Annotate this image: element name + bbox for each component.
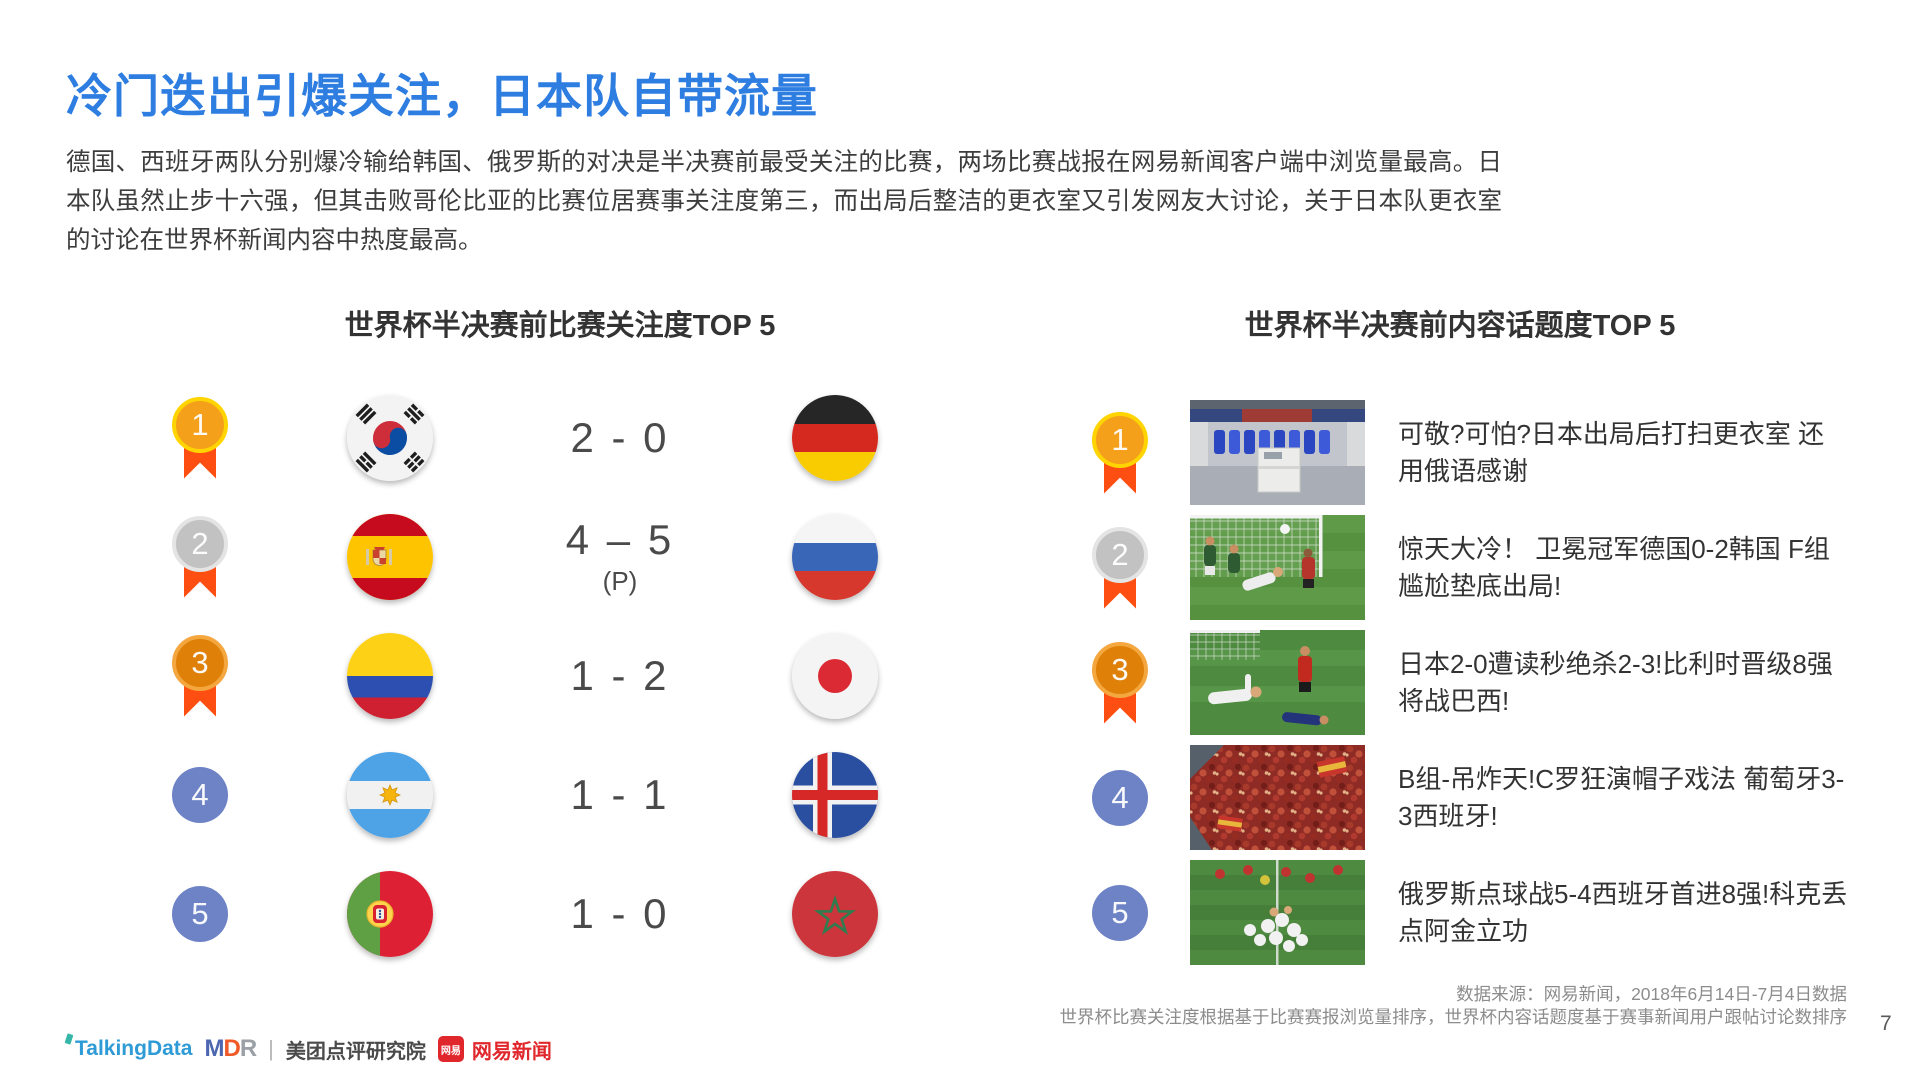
- netease-news-logo-text: 网易新闻: [471, 1040, 552, 1063]
- data-source-line1: 数据来源：网易新闻，2018年6月14日-7月4日数据: [1456, 984, 1847, 1004]
- match-row: 2 4 – 5 (P): [130, 497, 940, 616]
- netease-app-icon: 网易: [437, 1036, 464, 1062]
- penalty-note: (P): [602, 566, 638, 596]
- news-headline: 俄罗斯点球战5-4西班牙首进8强!科克丢点阿金立功: [1398, 878, 1848, 946]
- match-ranking-list: 1: [130, 378, 940, 973]
- japan-flag-icon: [792, 632, 878, 719]
- match-score: 2 - 0: [570, 413, 670, 461]
- news-headline: 惊天大冷！ 卫冕冠军德国0-2韩国 F组尴尬垫底出局!: [1398, 533, 1830, 601]
- rank-number: 5: [1092, 884, 1148, 941]
- rank-number: 4: [1092, 769, 1148, 826]
- data-source-line2: 世界杯比赛关注度根据基于比赛赛报浏览量排序，世界杯内容话题度基于赛事新闻用户跟帖…: [1059, 1007, 1848, 1027]
- rank-1-medal: 1: [1092, 410, 1148, 496]
- page-number: 7: [1880, 1012, 1892, 1035]
- rank-4-medal: 4: [172, 766, 228, 823]
- argentina-flag-icon: [347, 751, 433, 838]
- score-cell: 1 - 0: [570, 890, 669, 938]
- topic-row: 5 俄罗斯点球战5-4西班牙首进8强!科克丢点阿金立功: [1050, 855, 1862, 970]
- talkingdata-mark-icon: [64, 1033, 74, 1045]
- data-source-note: 数据来源：网易新闻，2018年6月14日-7月4日数据 世界杯比赛关注度根据基于…: [547, 983, 1848, 1029]
- colombia-flag-icon: [347, 632, 433, 719]
- rank-number: 2: [172, 515, 228, 572]
- news-headline: B组-吊炸天!C罗狂演帽子戏法 葡萄牙3-3西班牙!: [1398, 763, 1845, 831]
- topic-row: 3 日本2-0遭读秒绝杀2-3!比利时晋级8强将战巴西!: [1050, 625, 1862, 740]
- topic-row: 4 B组-吊炸天!C罗狂演帽子戏法 葡萄牙3-3西班牙!: [1050, 740, 1862, 855]
- mdr-letter-m: M: [204, 1035, 224, 1062]
- news-headline: 日本2-0遭读秒绝杀2-3!比利时晋级8强将战巴西!: [1398, 648, 1833, 716]
- match-score: 1 - 0: [570, 889, 670, 937]
- rank-2-medal: 2: [1092, 525, 1148, 611]
- locker-room-photo: [1190, 400, 1365, 505]
- iceland-flag-icon: [792, 751, 878, 838]
- match-score: 4 – 5: [565, 516, 675, 563]
- rank-3-medal: 3: [172, 633, 228, 719]
- mdr-letter-d: D: [223, 1035, 240, 1062]
- topic-row: 2 惊天大冷！ 卫冕冠军德国0-2韩国 F组尴尬垫底出局!: [1050, 510, 1862, 625]
- rank-number: 4: [172, 766, 228, 823]
- mdr-logo: MDR: [204, 1035, 257, 1063]
- meituan-dianping-logo-text: 美团点评研究院: [285, 1040, 426, 1063]
- rank-number: 1: [172, 396, 228, 453]
- germany-flag-icon: [792, 394, 878, 481]
- talkingdata-logo: TalkingData: [64, 1033, 193, 1061]
- team-celebration-photo: [1190, 860, 1365, 965]
- left-section-title: 世界杯半决赛前比赛关注度TOP 5: [344, 310, 776, 342]
- rank-5-medal: 5: [1092, 884, 1148, 941]
- talkingdata-logo-text: TalkingData: [75, 1037, 193, 1060]
- rank-number: 2: [1092, 526, 1148, 583]
- news-headline: 可敬?可怕?日本出局后打扫更衣室 还用俄语感谢: [1398, 418, 1825, 486]
- topic-row: 1 可敬?可怕?日本出局后打扫更衣室 还用俄语感谢: [1050, 395, 1862, 510]
- logo-divider: |: [268, 1036, 274, 1061]
- rank-number: 3: [172, 634, 228, 691]
- match-score: 1 - 1: [570, 770, 670, 818]
- match-row: 1: [130, 378, 940, 497]
- intro-paragraph: 德国、西班牙两队分别爆冷输给韩国、俄罗斯的对决是半决赛前最受关注的比赛，两场比赛…: [66, 149, 1502, 254]
- match-row: 3 1 - 2: [130, 616, 940, 735]
- russia-flag-icon: [792, 513, 878, 600]
- rank-number: 5: [172, 885, 228, 942]
- portugal-flag-icon: [347, 870, 433, 957]
- topic-ranking-list: 1 可敬?可怕?日本出局后打扫更衣室 还用俄语感谢 2: [1050, 395, 1862, 970]
- mdr-letter-r: R: [239, 1035, 257, 1062]
- score-cell: 4 – 5 (P): [566, 516, 674, 597]
- fans-crowd-photo: [1190, 745, 1365, 850]
- rank-number: 1: [1092, 411, 1148, 468]
- rank-5-medal: 5: [172, 885, 228, 942]
- footer-logos: TalkingData MDR | 美团点评研究院 网易 网易新闻: [64, 1032, 552, 1066]
- right-section-title: 世界杯半决赛前内容话题度TOP 5: [1244, 310, 1676, 342]
- players-on-pitch-photo: [1190, 630, 1365, 735]
- goal-scene-photo: [1190, 515, 1365, 620]
- match-row: 5 1 - 0: [130, 854, 940, 973]
- rank-number: 3: [1092, 641, 1148, 698]
- rank-1-medal: 1: [172, 395, 228, 481]
- rank-2-medal: 2: [172, 514, 228, 600]
- morocco-flag-icon: [792, 870, 878, 957]
- score-cell: 1 - 1: [570, 771, 669, 819]
- page-title: 冷门迭出引爆关注，日本队自带流量: [66, 70, 818, 122]
- match-score: 1 - 2: [570, 651, 670, 699]
- rank-3-medal: 3: [1092, 640, 1148, 726]
- spain-flag-icon: [347, 513, 433, 600]
- rank-4-medal: 4: [1092, 769, 1148, 826]
- score-cell: 1 - 2: [570, 652, 669, 700]
- match-row: 4 1 - 1: [130, 735, 940, 854]
- south-korea-flag-icon: [347, 394, 433, 481]
- score-cell: 2 - 0: [570, 414, 669, 462]
